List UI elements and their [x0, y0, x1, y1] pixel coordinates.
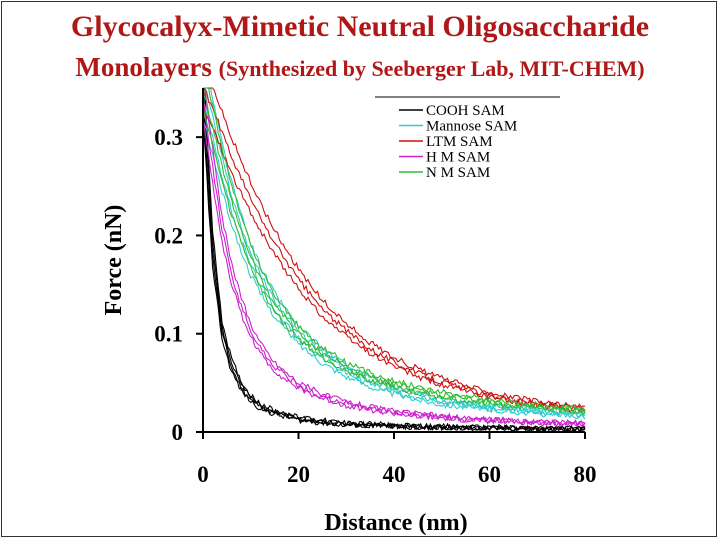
legend-label: Mannose SAM	[426, 119, 517, 135]
legend-label: N M SAM	[426, 165, 490, 181]
x-axis-title: Distance (nm)	[324, 510, 467, 536]
y-tick-label: 0.2	[154, 223, 183, 248]
y-tick-label: 0.1	[154, 322, 183, 347]
series-line	[202, 118, 586, 433]
series-line	[203, 87, 586, 427]
y-tick-label: 0	[172, 420, 184, 445]
axes-layer	[202, 88, 585, 433]
legend-label: COOH SAM	[426, 103, 505, 119]
chart-title-subtitle: (Synthesized by Seeberger Lab, MIT-CHEM)	[218, 56, 645, 81]
curves-layer	[202, 87, 586, 433]
chart-title-line-1: Glycocalyx-Mimetic Neutral Oligosacchari…	[70, 10, 650, 43]
series-line	[202, 108, 586, 413]
series-line	[203, 87, 586, 413]
series-line	[202, 87, 586, 433]
legend-label: H M SAM	[426, 150, 490, 166]
x-tick-label: 60	[478, 462, 501, 487]
series-line	[202, 96, 586, 428]
y-axis-title: Force (nN)	[101, 205, 127, 316]
x-tick-label: 80	[574, 462, 597, 487]
x-tick-label: 0	[197, 462, 209, 487]
y-tick-label: 0.3	[154, 125, 183, 150]
series-line	[203, 87, 586, 418]
series-line	[202, 100, 586, 419]
x-tick-label: 20	[287, 462, 310, 487]
ticks-layer: 0 20 40 60 80 0 0.1 0.2 0.3	[154, 125, 596, 487]
series-line	[202, 90, 586, 414]
series-line	[202, 107, 586, 415]
series-line	[202, 120, 586, 420]
legend-label: LTM SAM	[426, 134, 493, 150]
series-line	[202, 119, 586, 428]
series-line	[203, 87, 586, 410]
series-line	[202, 87, 586, 433]
x-tick-label: 40	[383, 462, 406, 487]
chart-title-line-2: Monolayers (Synthesized by Seeberger Lab…	[0, 52, 720, 83]
chart-title-main: Monolayers	[75, 52, 212, 82]
series-line	[202, 87, 586, 412]
